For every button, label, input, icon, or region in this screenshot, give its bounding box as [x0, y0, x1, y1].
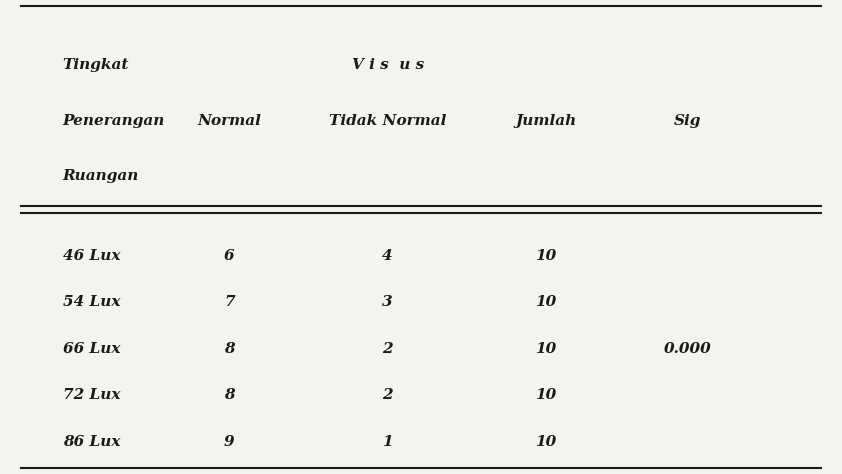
Text: 2: 2 [382, 342, 393, 356]
Text: 7: 7 [224, 295, 235, 309]
Text: 54 Lux: 54 Lux [62, 295, 120, 309]
Text: 10: 10 [536, 249, 557, 263]
Text: 10: 10 [536, 295, 557, 309]
Text: 9: 9 [224, 435, 235, 449]
Text: 2: 2 [382, 388, 393, 402]
Text: 46 Lux: 46 Lux [62, 249, 120, 263]
Text: 10: 10 [536, 388, 557, 402]
Text: 8: 8 [224, 388, 235, 402]
Text: 10: 10 [536, 342, 557, 356]
Text: Jumlah: Jumlah [515, 114, 577, 128]
Text: 72 Lux: 72 Lux [62, 388, 120, 402]
Text: Sig: Sig [674, 114, 701, 128]
Text: 10: 10 [536, 435, 557, 449]
Text: V i s  u s: V i s u s [351, 58, 424, 72]
Text: 1: 1 [382, 435, 393, 449]
Text: 66 Lux: 66 Lux [62, 342, 120, 356]
Text: Normal: Normal [197, 114, 261, 128]
Text: Tidak Normal: Tidak Normal [329, 114, 446, 128]
Text: 8: 8 [224, 342, 235, 356]
Text: Penerangan: Penerangan [62, 114, 165, 128]
Text: 4: 4 [382, 249, 393, 263]
Text: 6: 6 [224, 249, 235, 263]
Text: 3: 3 [382, 295, 393, 309]
Text: 0.000: 0.000 [663, 342, 711, 356]
Text: Tingkat: Tingkat [62, 58, 129, 72]
Text: 86 Lux: 86 Lux [62, 435, 120, 449]
Text: Ruangan: Ruangan [62, 170, 139, 183]
